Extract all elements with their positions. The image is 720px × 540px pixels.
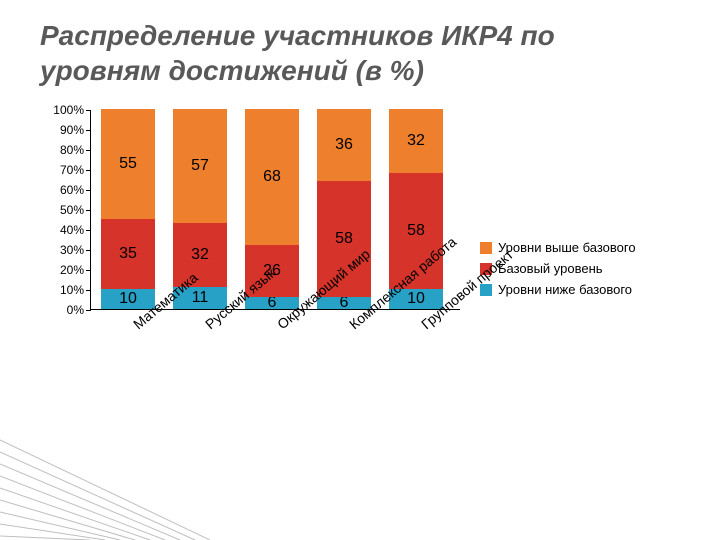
y-tick — [86, 230, 91, 231]
y-axis-label: 20% — [60, 263, 84, 277]
bar-segment-basic: 35 — [101, 219, 155, 289]
y-axis-label: 80% — [60, 143, 84, 157]
bar-segment-above: 68 — [245, 109, 299, 245]
chart-area: 0%10%20%30%40%50%60%70%80%90%100%1035551… — [30, 110, 690, 400]
bar-segment-above: 36 — [317, 109, 371, 181]
chart-title: Распределение участников ИКР4 по уровням… — [40, 18, 680, 88]
y-axis-label: 60% — [60, 183, 84, 197]
y-tick — [86, 190, 91, 191]
y-axis-label: 40% — [60, 223, 84, 237]
bar-segment-above: 32 — [389, 109, 443, 173]
y-axis-label: 90% — [60, 123, 84, 137]
legend-label: Базовый уровень — [498, 261, 603, 276]
y-axis-label: 70% — [60, 163, 84, 177]
y-axis-label: 10% — [60, 283, 84, 297]
y-tick — [86, 150, 91, 151]
y-tick — [86, 310, 91, 311]
bar-segment-above: 55 — [101, 109, 155, 219]
y-tick — [86, 170, 91, 171]
y-tick — [86, 270, 91, 271]
legend-label: Уровни выше базового — [498, 240, 636, 255]
legend-swatch — [480, 242, 492, 254]
legend-item: Уровни ниже базового — [480, 282, 636, 297]
y-axis-label: 0% — [67, 303, 84, 317]
legend-label: Уровни ниже базового — [498, 282, 632, 297]
y-axis-label: 100% — [53, 103, 84, 117]
y-tick — [86, 110, 91, 111]
y-tick — [86, 250, 91, 251]
corner-decoration — [0, 430, 210, 540]
y-axis-label: 50% — [60, 203, 84, 217]
bar-segment-above: 57 — [173, 109, 227, 223]
y-tick — [86, 290, 91, 291]
y-tick — [86, 210, 91, 211]
y-tick — [86, 130, 91, 131]
y-axis-label: 30% — [60, 243, 84, 257]
